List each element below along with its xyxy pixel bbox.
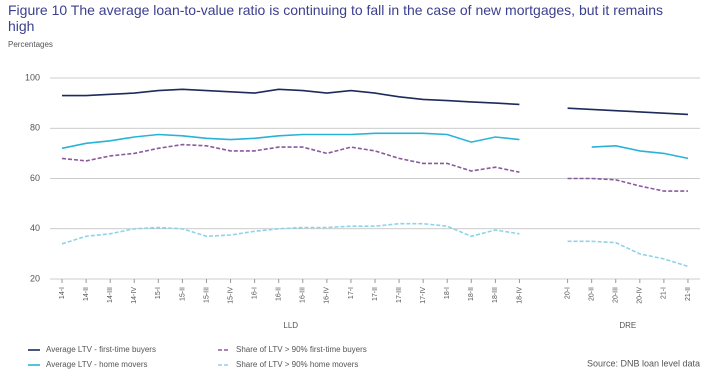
title-box: Figure 10 The average loan-to-value rati… — [8, 2, 663, 34]
x-tick-label: 15-IV — [227, 287, 234, 304]
x-tick-label: 21-II — [685, 287, 692, 301]
x-tick-label: 15-II — [179, 287, 186, 301]
x-tick-label: 20-I — [564, 287, 571, 299]
x-tick-label: 21-I — [661, 287, 668, 299]
y-tick-label: 80 — [30, 123, 40, 133]
chart-subtitle: Percentages — [8, 40, 53, 49]
y-tick-label: 60 — [30, 173, 40, 183]
x-tick-label: 17-II — [372, 287, 379, 301]
x-tick-label: 18-III — [492, 287, 499, 303]
x-tick-label: 18-IV — [516, 287, 523, 304]
x-tick-label: 14-III — [107, 287, 114, 303]
group-label: DRE — [619, 321, 636, 330]
legend-label: Average LTV - first-time buyers — [46, 345, 156, 354]
x-tick-label: 18-I — [444, 287, 451, 299]
x-tick-label: 20-IV — [637, 287, 644, 304]
x-tick-label: 18-II — [468, 287, 475, 301]
chart-title: Figure 10 The average loan-to-value rati… — [8, 2, 663, 34]
x-tick-label: 16-II — [276, 287, 283, 301]
x-tick-label: 14-I — [59, 287, 66, 299]
x-tick-label: 20-III — [613, 287, 620, 303]
x-tick-label: 14-II — [83, 287, 90, 301]
x-tick-label: 16-IV — [324, 287, 331, 304]
x-tick-label: 20-II — [589, 287, 596, 301]
x-tick-label: 15-I — [155, 287, 162, 299]
series-line — [61, 143, 688, 192]
x-tick-label: 15-III — [203, 287, 210, 303]
source: Source: DNB loan level data — [587, 358, 700, 368]
x-tick-label: 17-I — [348, 287, 355, 299]
x-tick-label: 16-I — [251, 287, 258, 299]
y-tick-label: 20 — [30, 273, 40, 283]
series-line — [61, 132, 689, 160]
series-line — [62, 88, 689, 116]
y-tick-label: 100 — [25, 72, 40, 82]
x-tick-label: 14-IV — [131, 287, 138, 304]
series-line — [61, 222, 689, 268]
x-tick-label: 17-IV — [420, 287, 427, 304]
legend-label: Share of LTV > 90% first-time buyers — [236, 345, 367, 354]
x-tick-label: 17-III — [396, 287, 403, 303]
group-label: LLD — [283, 321, 298, 330]
y-tick-label: 40 — [30, 223, 40, 233]
legend-label: Average LTV - home movers — [46, 360, 148, 369]
x-tick-label: 16-III — [300, 287, 307, 303]
legend-label: Share of LTV > 90% home movers — [236, 360, 358, 369]
